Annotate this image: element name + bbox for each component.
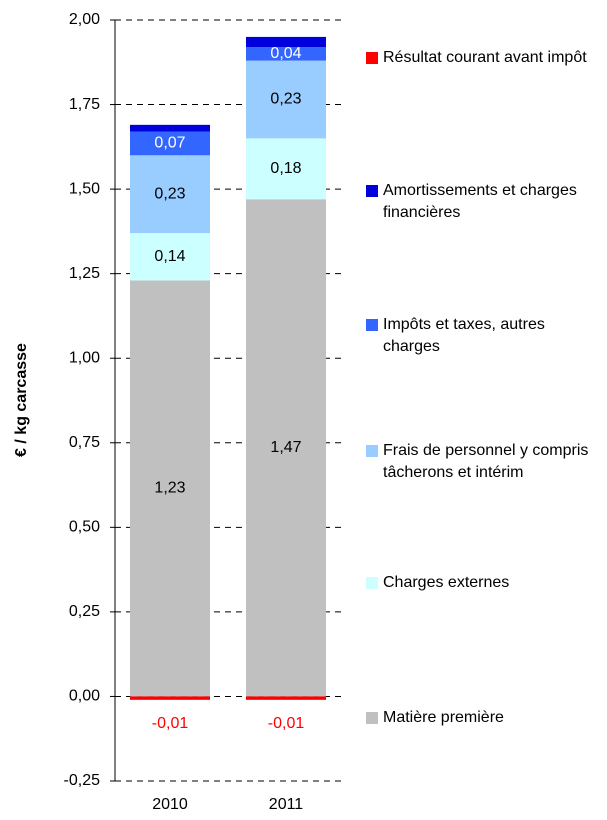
value-label: 1,47	[270, 439, 301, 456]
y-axis-label: € / kg carcasse	[13, 343, 30, 457]
value-label: 0,04	[270, 45, 301, 62]
legend-swatch	[366, 185, 378, 197]
value-label: 0,07	[154, 135, 185, 152]
legend-swatch	[366, 577, 378, 589]
x-tick-label: 2010	[152, 796, 188, 813]
legend-swatch	[366, 319, 378, 331]
y-tick-label: 0,00	[69, 688, 100, 705]
legend-label: Frais de personnel y compris tâcherons e…	[383, 442, 589, 481]
value-label: 1,23	[154, 480, 185, 497]
bar-segment	[130, 233, 210, 281]
bar-segment	[130, 696, 210, 700]
value-label: 0,23	[154, 185, 185, 202]
y-tick-label: 1,00	[69, 349, 100, 366]
y-tick-label: 1,75	[69, 96, 100, 113]
value-label: -0,01	[152, 715, 189, 732]
bar-segment	[130, 155, 210, 234]
y-tick-label: 2,00	[69, 11, 100, 28]
y-tick-label: 0,50	[69, 519, 100, 536]
bar-segment	[246, 138, 326, 200]
bar-segment	[246, 199, 326, 697]
legend-label: Charges externes	[383, 574, 510, 591]
bar-segment	[246, 696, 326, 700]
bar-segment	[130, 124, 210, 132]
bar-segment	[130, 280, 210, 697]
legend-label: Amortissements et charges financières	[383, 182, 577, 221]
y-tick-label: 0,25	[69, 603, 100, 620]
x-tick-label: 2011	[269, 796, 304, 813]
y-tick-label: 1,50	[69, 180, 100, 197]
bar-segment	[246, 60, 326, 139]
y-tick-label: -0,25	[64, 772, 101, 789]
value-label: 0,23	[270, 91, 301, 108]
bar-segment	[246, 36, 326, 48]
y-tick-label: 1,25	[69, 265, 100, 282]
bar-segment	[130, 131, 210, 156]
legend-label: Impôts et taxes, autres charges	[383, 316, 545, 355]
value-label: 0,18	[270, 160, 301, 177]
value-label: -0,01	[268, 715, 305, 732]
legend-swatch	[366, 445, 378, 457]
y-tick-label: 0,75	[69, 434, 100, 451]
bar-segment	[246, 47, 326, 61]
value-label: 0,14	[154, 248, 185, 265]
legend-swatch	[366, 52, 378, 64]
legend-swatch	[366, 712, 378, 724]
legend-label: Résultat courant avant impôt	[383, 49, 587, 66]
legend-label: Matière première	[383, 709, 504, 726]
